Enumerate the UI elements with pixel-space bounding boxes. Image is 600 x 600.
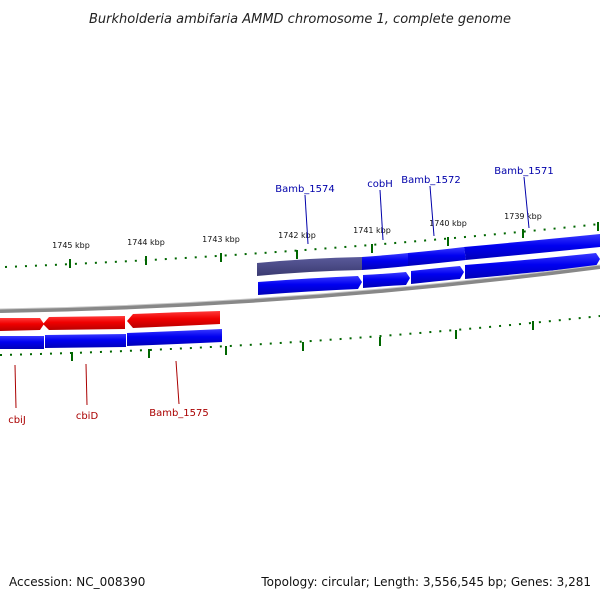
gene-label-leader <box>14 364 17 409</box>
gene-label[interactable]: cbiD <box>76 411 99 422</box>
lower-major-ticks <box>71 321 534 361</box>
genome-backbone-highlight <box>0 264 600 310</box>
genome-backbone <box>0 265 600 313</box>
gene-label[interactable]: cbiJ <box>8 415 26 426</box>
gene-feature-highlighted[interactable] <box>257 257 362 276</box>
gene-feature-reverse[interactable] <box>127 311 220 328</box>
gene-label-leader <box>429 185 435 237</box>
gene-feature-forward[interactable] <box>258 276 362 295</box>
gene-feature-forward[interactable] <box>45 334 126 348</box>
tick-label: 1745 kbp <box>52 241 90 250</box>
gene-label-leader <box>523 176 530 229</box>
gene-label[interactable]: Bamb_1575 <box>149 408 209 419</box>
upper-major-ticks <box>69 222 599 268</box>
tick-label: 1744 kbp <box>127 238 165 247</box>
map-title: Burkholderia ambifaria AMMD chromosome 1… <box>89 12 511 27</box>
gene-feature-forward[interactable] <box>362 253 408 270</box>
gene-labels-top <box>304 176 530 245</box>
lower-tick-track <box>0 315 600 356</box>
gene-feature-forward[interactable] <box>127 329 222 346</box>
gene-label-leader <box>175 360 180 405</box>
gene-feature-reverse[interactable] <box>43 316 125 330</box>
accession-text: Accession: NC_008390 <box>9 575 145 589</box>
gene-feature-forward[interactable] <box>411 266 464 284</box>
gene-feature-forward[interactable] <box>0 336 44 349</box>
gene-label[interactable]: Bamb_1571 <box>494 166 554 177</box>
gene-feature-forward[interactable] <box>363 272 410 288</box>
gene-feature-forward[interactable] <box>464 234 600 260</box>
gene-labels-bottom <box>14 360 180 409</box>
tick-label: 1742 kbp <box>278 231 316 240</box>
gene-label-leader <box>85 363 88 406</box>
gene-feature-reverse[interactable] <box>0 318 44 331</box>
tick-label: 1739 kbp <box>504 212 542 221</box>
tick-label: 1743 kbp <box>202 235 240 244</box>
gene-feature-forward[interactable] <box>465 253 600 279</box>
gene-label[interactable]: cobH <box>367 179 392 190</box>
tick-label: 1741 kbp <box>353 226 391 235</box>
gene-label[interactable]: Bamb_1574 <box>275 184 335 195</box>
gene-label-leader <box>304 194 309 245</box>
gene-label-leader <box>379 189 384 241</box>
gene-label[interactable]: Bamb_1572 <box>401 175 461 186</box>
topology-text: Topology: circular; Length: 3,556,545 bp… <box>260 575 591 589</box>
tick-label: 1740 kbp <box>429 219 467 228</box>
gene-feature-forward[interactable] <box>408 247 466 266</box>
